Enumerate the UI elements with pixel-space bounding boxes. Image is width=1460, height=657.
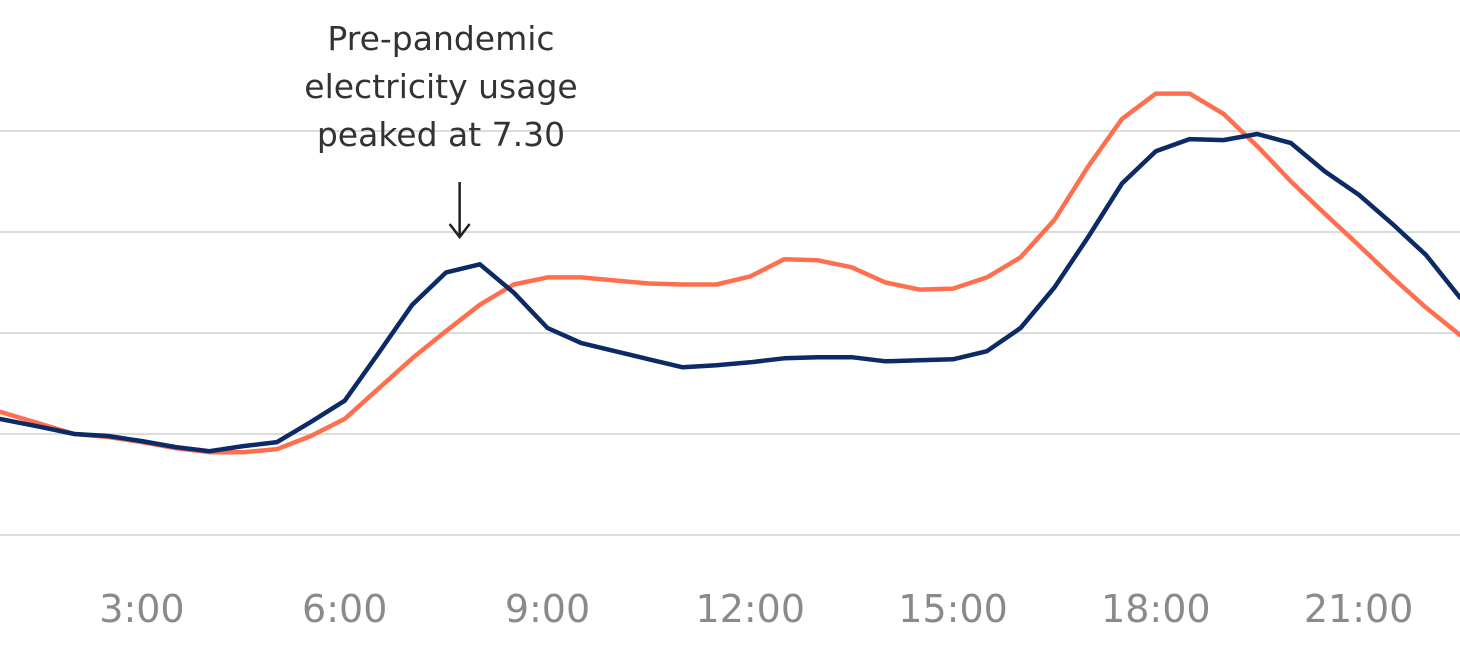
annotation: Pre-pandemic electricity usage peaked at… xyxy=(304,19,578,240)
gridlines xyxy=(0,130,1460,536)
annotation-arrow-icon xyxy=(448,182,471,240)
series-line-0 xyxy=(0,91,1460,455)
x-tick-label-4: 15:00 xyxy=(898,587,1008,631)
x-tick-label-0: 3:00 xyxy=(99,587,184,631)
series-line-1 xyxy=(0,131,1460,454)
x-tick-label-1: 6:00 xyxy=(302,587,387,631)
x-tick-label-2: 9:00 xyxy=(505,587,590,631)
x-tick-label-6: 21:00 xyxy=(1304,587,1414,631)
series-lines xyxy=(0,91,1460,455)
annotation-line-3: peaked at 7.30 xyxy=(317,115,565,154)
x-axis-tick-labels: 3:00 6:00 9:00 12:00 15:00 18:00 21:00 xyxy=(99,587,1413,631)
x-tick-label-3: 12:00 xyxy=(696,587,806,631)
arrow-head xyxy=(448,223,471,240)
annotation-line-2: electricity usage xyxy=(304,67,577,106)
x-tick-label-5: 18:00 xyxy=(1101,587,1211,631)
annotation-line-1: Pre-pandemic xyxy=(327,19,554,58)
